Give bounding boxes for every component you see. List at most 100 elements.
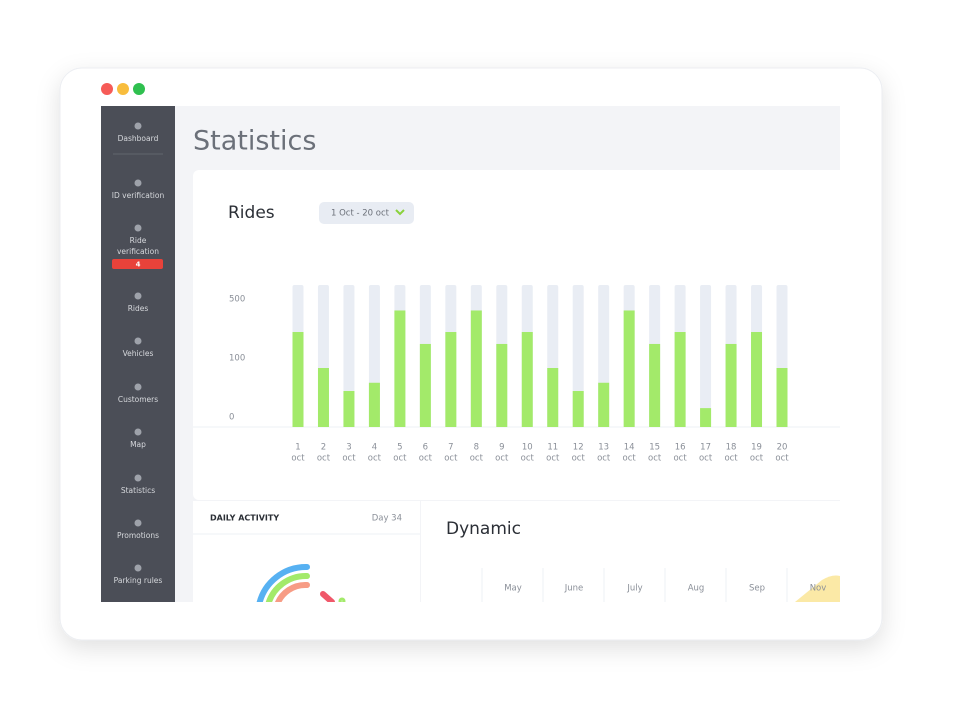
area-shape xyxy=(795,575,840,602)
nav-icon xyxy=(134,383,142,391)
max-dot[interactable] xyxy=(133,83,145,95)
bar xyxy=(700,408,712,427)
x-tick-sublabel: oct xyxy=(291,454,305,464)
x-tick-sublabel: oct xyxy=(623,454,637,464)
nav-label: Vehicles xyxy=(123,349,154,358)
nav-icon xyxy=(134,337,142,345)
sidebar xyxy=(101,106,175,602)
nav-label: Ride xyxy=(130,236,147,245)
bar xyxy=(598,382,610,427)
bar xyxy=(547,368,559,427)
x-tick-label: 9 xyxy=(499,443,504,453)
x-tick-label: 6 xyxy=(423,443,428,453)
x-tick-label: 7 xyxy=(448,443,453,453)
nav-icon xyxy=(134,292,142,300)
x-tick-sublabel: oct xyxy=(342,454,356,464)
x-tick-label: 8 xyxy=(474,443,479,453)
x-tick-label: 1 xyxy=(295,443,300,453)
x-tick-sublabel: oct xyxy=(775,454,789,464)
x-tick-label: 11 xyxy=(547,443,558,453)
day-label: Day 34 xyxy=(372,514,402,524)
x-tick-sublabel: oct xyxy=(393,454,407,464)
bar xyxy=(649,343,661,427)
bar xyxy=(317,368,329,427)
bar xyxy=(292,332,304,427)
bar xyxy=(623,310,635,427)
x-tick-label: 5 xyxy=(397,443,402,453)
month-label: Aug xyxy=(688,584,705,594)
x-tick-label: 16 xyxy=(675,443,686,453)
x-tick-label: 19 xyxy=(751,443,762,453)
x-tick-sublabel: oct xyxy=(597,454,611,464)
card-title: Rides xyxy=(228,203,275,223)
x-tick-sublabel: oct xyxy=(673,454,687,464)
bar xyxy=(343,391,355,427)
nav-label: Map xyxy=(130,440,146,449)
bar xyxy=(776,368,788,427)
x-tick-label: 10 xyxy=(522,443,533,453)
x-tick-sublabel: oct xyxy=(699,454,713,464)
x-tick-sublabel: oct xyxy=(368,454,382,464)
bar xyxy=(419,343,431,427)
y-tick-label: 500 xyxy=(229,295,245,305)
nav-label: Customers xyxy=(118,395,158,404)
bar xyxy=(470,310,482,427)
x-tick-label: 14 xyxy=(624,443,635,453)
nav-label: Statistics xyxy=(121,486,155,495)
bar-track xyxy=(700,285,712,427)
date-dropdown[interactable] xyxy=(319,202,414,224)
x-tick-sublabel: oct xyxy=(572,454,586,464)
x-tick-sublabel: oct xyxy=(495,454,509,464)
nav-icon xyxy=(134,474,142,482)
nav-icon xyxy=(134,428,142,436)
bar xyxy=(725,343,737,427)
nav-icon xyxy=(134,179,142,187)
nav-icon xyxy=(134,122,142,130)
nav-label: ID verification xyxy=(112,191,165,200)
date-range: 1 Oct - 20 oct xyxy=(331,209,390,219)
bar xyxy=(521,332,533,427)
x-tick-sublabel: oct xyxy=(724,454,738,464)
nav-label: Rides xyxy=(128,304,149,313)
month-label: Nov xyxy=(810,584,827,594)
dynamic-card xyxy=(421,501,840,602)
dynamic-title: Dynamic xyxy=(446,519,521,539)
badge-count: 4 xyxy=(136,261,141,269)
nav-label: Parking rules xyxy=(114,576,163,585)
x-tick-label: 18 xyxy=(726,443,737,453)
x-tick-sublabel: oct xyxy=(317,454,331,464)
x-tick-label: 15 xyxy=(649,443,660,453)
month-label: June xyxy=(564,584,584,594)
month-label: July xyxy=(626,584,642,594)
month-label: Sep xyxy=(749,584,765,594)
bar xyxy=(674,332,686,427)
close-dot[interactable] xyxy=(101,83,113,95)
x-tick-label: 4 xyxy=(372,443,377,453)
x-tick-sublabel: oct xyxy=(521,454,535,464)
bar xyxy=(394,310,406,427)
nav-icon xyxy=(134,224,142,232)
x-tick-sublabel: oct xyxy=(470,454,484,464)
x-tick-label: 3 xyxy=(346,443,351,453)
month-label: May xyxy=(504,584,522,594)
bar xyxy=(751,332,763,427)
y-tick-label: 100 xyxy=(229,354,245,364)
nav-icon xyxy=(134,519,142,527)
app: Statistics Rides 1 Oct - 20 oct DAILY AC… xyxy=(101,106,840,602)
min-dot[interactable] xyxy=(117,83,129,95)
y-tick-label: 0 xyxy=(229,413,234,423)
x-tick-label: 13 xyxy=(598,443,609,453)
chevron xyxy=(395,209,405,216)
nav-label: Dashboard xyxy=(118,134,159,143)
activity-rings xyxy=(256,563,346,602)
bar xyxy=(496,343,508,427)
badge xyxy=(112,259,163,269)
bar xyxy=(572,391,584,427)
x-tick-label: 12 xyxy=(573,443,584,453)
x-tick-sublabel: oct xyxy=(419,454,433,464)
page-title: Statistics xyxy=(193,126,316,157)
nav-label: verification xyxy=(117,247,159,256)
x-tick-label: 17 xyxy=(700,443,711,453)
